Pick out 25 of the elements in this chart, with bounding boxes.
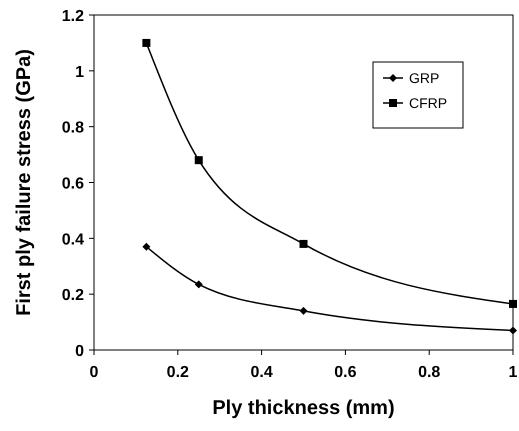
point: [300, 306, 308, 315]
y-axis-title: First ply failure stress (GPa): [13, 49, 35, 316]
x-tick-label: 0.6: [334, 364, 357, 381]
point: [142, 242, 150, 251]
x-tick-label: 1: [508, 364, 518, 381]
y-tick-label: 1: [75, 64, 84, 81]
point: [142, 38, 150, 47]
legend-label: CFRP: [409, 95, 448, 111]
y-tick-label: 0.4: [62, 231, 84, 248]
point: [194, 280, 203, 288]
x-tick-label: 0: [90, 364, 99, 381]
point: [509, 300, 517, 308]
y-tick-label: 1.2: [62, 8, 84, 25]
x-tick-label: 0.4: [250, 364, 273, 381]
point: [509, 326, 517, 334]
x-axis-title: Ply thickness (mm): [212, 397, 395, 419]
x-tick-label: 0.2: [166, 364, 190, 381]
y-tick-label: 0.6: [62, 176, 84, 192]
y-tick-label: 0.2: [62, 287, 84, 304]
y-tick-label: 0: [75, 343, 84, 360]
legend-label: GRP: [409, 70, 440, 86]
x-tick-label: 0.8: [418, 364, 440, 381]
y-tick-label: 0.8: [62, 120, 84, 137]
point: [194, 156, 203, 164]
point: [300, 240, 308, 248]
